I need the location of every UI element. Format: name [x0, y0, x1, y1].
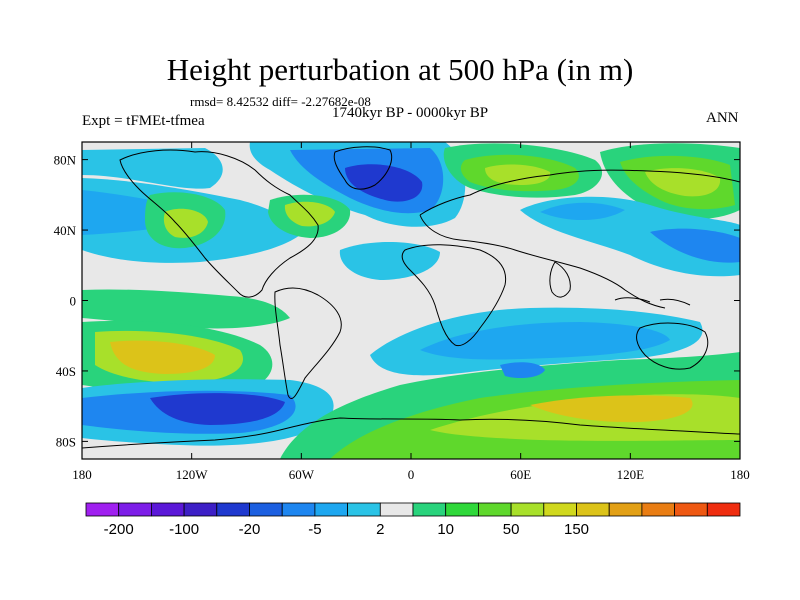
colorbar-swatch	[183, 502, 218, 517]
colorbar-swatch	[347, 502, 381, 517]
colorbar-swatch	[608, 502, 643, 517]
colorbar-swatch	[445, 502, 479, 517]
coast-north-america	[119, 149, 319, 298]
coastlines	[82, 146, 740, 449]
colorbar-swatch	[477, 502, 512, 517]
anomaly-asia-low-core	[650, 228, 740, 263]
coast-indonesia	[614, 297, 691, 306]
colorbar-swatch	[641, 502, 676, 517]
anomaly-eurasia-high-core	[485, 164, 551, 185]
colorbar-swatch	[281, 502, 316, 517]
colorbar-swatch	[543, 502, 577, 517]
lat-tick-label: 0	[70, 294, 77, 309]
colorbar-label: 10	[437, 521, 454, 538]
coast-india	[549, 261, 571, 298]
anomaly-indian-ocean-low-core	[500, 362, 545, 378]
lon-tick-label: 120E	[617, 467, 645, 482]
lon-tick-label: 180	[72, 467, 92, 482]
anomaly-field	[82, 142, 740, 459]
colorbar-label: -200	[104, 521, 134, 538]
axis-ticks: 180 120W 60W 0 60E 120E 180 80N 40N 0 40S 80S	[54, 142, 750, 482]
colorbar-swatch	[85, 502, 120, 517]
lat-tick-label: 40S	[56, 364, 76, 379]
anomaly-tropical-green	[82, 289, 290, 329]
anomaly-arctic-low-core	[345, 164, 423, 202]
statistics-label: rmsd= 8.42532 diff= -2.27682e-08	[190, 94, 371, 109]
colorbar-label: 150	[564, 521, 589, 538]
anomaly-south-pacific-low-core	[150, 393, 285, 425]
lon-tick-label: 60E	[510, 467, 531, 482]
experiment-label: Expt = tFMEt-tfmea	[82, 113, 205, 129]
colorbar: -200 -100 -20 -5 2 10 50 150	[85, 502, 741, 538]
colorbar-swatch	[118, 502, 152, 517]
anomaly-atlantic-subtropic-blue	[339, 241, 440, 280]
colorbar-swatch	[510, 502, 545, 517]
anomaly-indian-ocean-low-mid	[420, 322, 670, 360]
colorbar-swatch	[216, 502, 250, 517]
colorbar-label: -20	[239, 521, 261, 538]
lat-tick-label: 40N	[54, 223, 77, 238]
lat-tick-label: 80N	[54, 153, 77, 168]
colorbar-label: -100	[169, 521, 199, 538]
season-label: ANN	[706, 110, 739, 126]
lon-tick-label: 0	[408, 467, 415, 482]
colorbar-swatch	[249, 502, 283, 517]
colorbar-label: 50	[503, 521, 520, 538]
anomaly-southern-ocean-high-core	[530, 395, 693, 423]
lon-tick-label: 180	[730, 467, 750, 482]
colorbar-swatch	[314, 502, 348, 517]
colorbar-swatch	[674, 502, 708, 517]
lon-tick-label: 60W	[289, 467, 315, 482]
lat-tick-label: 80S	[56, 434, 76, 449]
colorbar-swatch	[576, 502, 610, 517]
colorbar-swatch	[706, 502, 741, 517]
colorbar-swatch	[379, 502, 414, 517]
coast-south-america	[274, 287, 342, 400]
coast-africa	[401, 244, 507, 347]
anomaly-asia-low-inner	[540, 202, 625, 221]
period-label: 1740kyr BP - 0000kyr BP	[331, 105, 489, 121]
anomaly-north-pacific-low	[82, 148, 223, 189]
anomaly-central-pacific-high-core	[163, 208, 208, 238]
lon-tick-label: 120W	[176, 467, 209, 482]
coast-australia	[636, 322, 709, 370]
coast-europe-asia	[419, 169, 740, 309]
anomaly-south-pacific-high-core	[110, 340, 215, 374]
colorbar-swatch	[412, 502, 447, 517]
colorbar-label: -5	[308, 521, 321, 538]
coast-antarctica	[82, 417, 740, 449]
coast-greenland	[333, 146, 393, 190]
colorbar-swatch	[150, 502, 185, 517]
plot-title: Height perturbation at 500 hPa (in m)	[166, 52, 634, 87]
colorbar-label: 2	[376, 521, 384, 538]
